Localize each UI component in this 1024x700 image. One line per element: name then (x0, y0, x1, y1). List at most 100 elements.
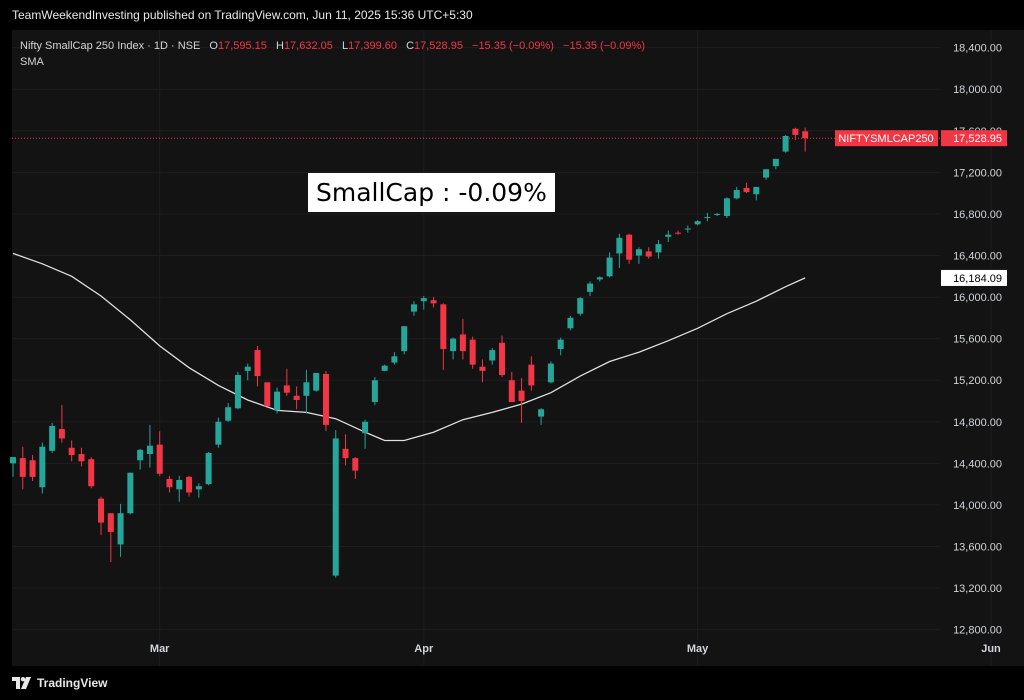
candle-body (166, 478, 173, 488)
x-tick-label: Jun (981, 643, 1001, 655)
y-tick-label: 18,000.00 (953, 84, 1002, 96)
candle-body (78, 454, 85, 462)
candle-body (684, 228, 691, 230)
y-tick-label: 16,000.00 (953, 292, 1002, 304)
candle-body (616, 237, 623, 254)
candle-body (401, 326, 408, 352)
candle-body (274, 391, 281, 411)
candle-body (391, 356, 398, 363)
close-label: C (406, 40, 415, 52)
y-tick-label: 17,200.00 (953, 167, 1002, 179)
open-value: 17,595.15 (217, 40, 267, 52)
candle-body (215, 421, 222, 445)
candle-body (655, 244, 662, 253)
x-tick-label: Mar (150, 643, 170, 655)
candle-body (313, 372, 320, 391)
candle-body (518, 390, 525, 401)
candle-body (381, 365, 388, 371)
high-label: H (275, 40, 284, 52)
candle-body (440, 304, 447, 350)
candle-body (88, 459, 95, 487)
y-tick-label: 18,400.00 (953, 43, 1002, 55)
candle-body (763, 169, 770, 178)
candle-body (694, 221, 701, 225)
candle-body (528, 364, 535, 386)
change-value-2: −15.35 (−0.09%) (563, 40, 645, 52)
tradingview-brand: TradingView (37, 676, 108, 690)
y-tick-label: 16,800.00 (953, 209, 1002, 221)
candle-body (362, 421, 369, 434)
candle-body (371, 380, 378, 403)
sma-badge-bg (941, 269, 1007, 286)
candle-body (704, 217, 711, 219)
candle-body (186, 476, 193, 493)
candle-body (107, 513, 114, 532)
candle-body (322, 373, 329, 425)
candle-body (733, 190, 740, 199)
candle-body (137, 449, 144, 461)
bottom-bar (0, 666, 1024, 700)
open-label: O (209, 40, 218, 52)
candle-body (538, 409, 545, 417)
y-tick-label: 14,000.00 (953, 500, 1002, 512)
candle-body (332, 438, 339, 576)
candle-body (596, 277, 603, 280)
low-value: 17,399.60 (348, 40, 397, 52)
candle-body (68, 447, 75, 456)
candle-body (39, 446, 46, 488)
candle-body (29, 460, 36, 477)
candle-body (675, 232, 682, 234)
symbol-label[interactable]: Nifty SmallCap 250 Index · 1D · NSE (20, 40, 201, 52)
candle-body (489, 350, 496, 361)
sma-legend[interactable]: SMA (20, 56, 44, 68)
candle-body (499, 342, 505, 376)
candle-body (225, 407, 232, 421)
candle-body (98, 498, 105, 523)
candle-body (342, 448, 349, 459)
candle-body (254, 350, 261, 377)
candle-body (10, 457, 16, 464)
x-tick-label: May (687, 643, 709, 655)
candle-body (430, 300, 437, 304)
candle-body (450, 338, 457, 352)
candle-body (626, 234, 633, 260)
tradingview-logo[interactable]: TradingView (12, 676, 107, 690)
candle-body (264, 382, 271, 407)
candle-body (117, 513, 124, 545)
symbol-badge-bg (835, 130, 938, 147)
candle-body (410, 304, 417, 312)
candle-body (645, 251, 652, 257)
candle-body (146, 445, 153, 454)
candle-body (205, 452, 212, 485)
tradingview-logo-icon (12, 677, 31, 689)
sma-badge: 16,184.09 (953, 273, 1002, 285)
candle-body (352, 458, 359, 471)
candle-body (49, 425, 56, 451)
change-value: −15.35 (−0.09%) (472, 40, 554, 52)
sma-line (12, 252, 806, 442)
candle-body (244, 366, 251, 371)
candle-body (753, 186, 760, 195)
candle-body (176, 479, 183, 490)
candle-body (508, 380, 515, 403)
candle-body (127, 472, 134, 514)
candle-body (469, 339, 476, 365)
candle-body (195, 486, 202, 490)
close-value: 17,528.95 (414, 40, 463, 52)
candle-body (567, 317, 574, 329)
y-tick-label: 14,400.00 (953, 458, 1002, 470)
y-tick-label: 13,200.00 (953, 583, 1002, 595)
y-tick-label: 12,800.00 (953, 625, 1002, 637)
x-tick-label: Apr (414, 643, 434, 655)
candle-body (459, 334, 466, 352)
y-tick-label: 15,200.00 (953, 375, 1002, 387)
y-tick-label: 13,600.00 (953, 541, 1002, 553)
candle-body (420, 298, 427, 302)
candle-body (635, 249, 642, 256)
ohlc-legend: Nifty SmallCap 250 Index · 1D · NSE O17,… (20, 40, 645, 52)
y-tick-label: 14,800.00 (953, 417, 1002, 429)
candle-body (665, 234, 672, 237)
candle-body (283, 385, 290, 393)
